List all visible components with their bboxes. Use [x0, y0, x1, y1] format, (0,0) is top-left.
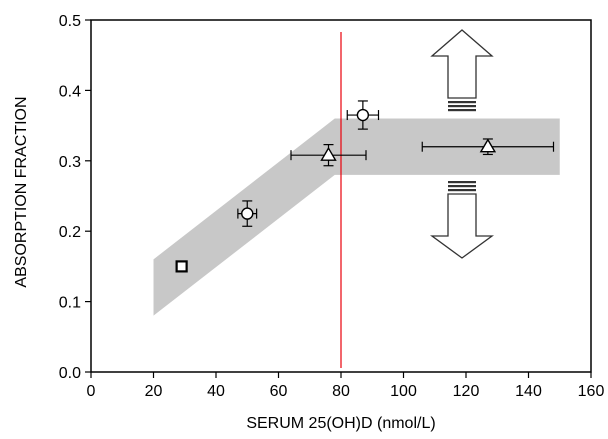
x-tick-label: 40: [207, 383, 225, 400]
y-tick-label: 0.4: [59, 83, 81, 100]
x-axis-label: SERUM 25(OH)D (nmol/L): [246, 415, 435, 432]
y-tick-label: 0.1: [59, 295, 81, 312]
y-tick-label: 0.2: [59, 224, 81, 241]
shaded-band-layer: [153, 118, 560, 316]
arrow-layer: [430, 29, 494, 259]
x-tick-label: 80: [332, 383, 350, 400]
x-tick-label: 140: [515, 383, 542, 400]
x-tick-label: 100: [390, 383, 417, 400]
y-tick-label: 0.0: [59, 365, 81, 382]
x-tick-label: 60: [270, 383, 288, 400]
x-tick-label: 160: [578, 383, 605, 400]
y-tick-label: 0.5: [59, 13, 81, 30]
data-point-circle: [346, 100, 380, 130]
shaded-band: [153, 118, 560, 316]
x-tick-label: 120: [453, 383, 480, 400]
x-tick-label: 20: [145, 383, 163, 400]
data-point-layer: [175, 100, 555, 273]
data-point-square: [175, 260, 188, 273]
down-arrow-icon: [430, 181, 494, 259]
data-point-triangle: [421, 138, 555, 156]
y-axis-label: ABSORPTION FRACTION: [13, 96, 30, 287]
y-tick-label: 0.3: [59, 154, 81, 171]
up-arrow-icon: [430, 29, 494, 112]
data-point-circle: [237, 200, 258, 227]
data-point-triangle: [290, 144, 367, 167]
x-tick-label: 0: [87, 383, 96, 400]
axis-layer: 0 20 40 60 80 100 120 140 160 0.0 0.1 0.2 0.3 0.4 0.5: [59, 13, 605, 400]
